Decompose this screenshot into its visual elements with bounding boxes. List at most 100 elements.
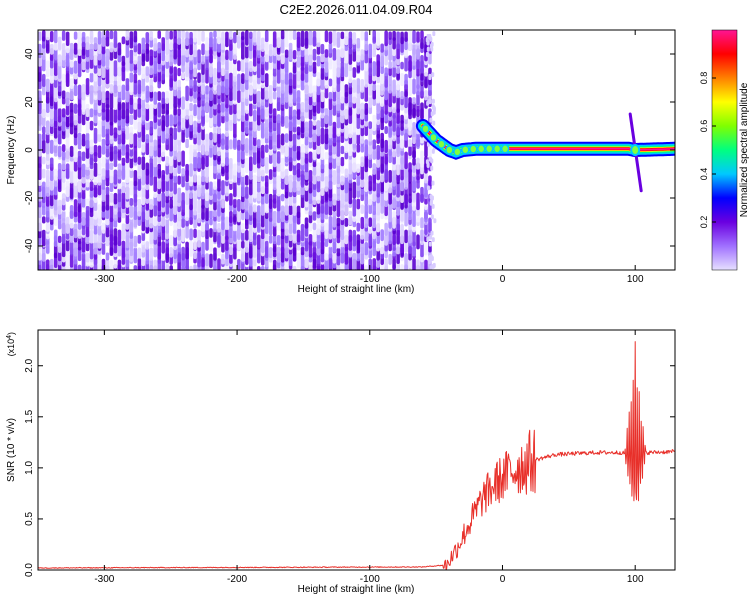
noise-cell — [81, 151, 86, 162]
noise-cell — [376, 181, 380, 198]
noise-cell — [388, 43, 392, 62]
noise-cell — [113, 30, 118, 49]
noise-cell — [252, 72, 257, 90]
noise-cell — [53, 30, 58, 44]
noise-cell — [288, 211, 293, 225]
noise-cell — [69, 42, 74, 61]
noise-cell — [292, 85, 297, 103]
noise-cell — [161, 192, 166, 208]
noise-cell — [272, 127, 277, 144]
noise-cell — [276, 96, 281, 111]
noise-cell — [61, 156, 66, 171]
noise-cell — [360, 241, 365, 254]
noise-cell — [189, 174, 193, 187]
noise-cell — [193, 169, 197, 183]
noise-cell — [133, 79, 138, 95]
noise-cell — [229, 30, 233, 40]
noise-cell — [189, 187, 193, 200]
noise-cell — [424, 90, 428, 101]
noise-cell — [105, 103, 110, 122]
noise-cell — [181, 132, 185, 143]
noise-cell — [77, 264, 82, 270]
noise-cell — [213, 247, 217, 261]
noise-cell — [109, 204, 114, 223]
noise-cell — [189, 144, 193, 156]
noise-cell — [137, 43, 142, 55]
y-tick-label: 1.5 — [24, 409, 35, 423]
noise-cell — [324, 127, 329, 145]
noise-cell — [328, 246, 333, 258]
noise-cell — [233, 133, 237, 150]
noise-cell — [89, 241, 94, 260]
noise-cell — [185, 60, 189, 78]
noise-cell — [428, 259, 432, 265]
noise-cell — [316, 235, 321, 249]
noise-cell — [125, 108, 130, 124]
noise-cell — [360, 102, 365, 120]
noise-cell — [288, 204, 293, 215]
noise-cell — [344, 48, 349, 64]
noise-cell — [237, 258, 241, 270]
noise-cell — [256, 145, 261, 164]
noise-cell — [404, 229, 408, 244]
noise-cell — [209, 210, 213, 220]
noise-cell — [412, 174, 416, 192]
noise-cell — [433, 218, 437, 224]
noise-cell — [388, 253, 392, 265]
noise-cell — [380, 48, 384, 67]
noise-cell — [392, 66, 396, 78]
noise-cell — [149, 247, 154, 261]
noise-cell — [77, 246, 82, 262]
noise-cell — [276, 114, 281, 124]
noise-cell — [173, 127, 177, 140]
noise-cell — [352, 79, 357, 93]
spectrogram-x-axis: -300 -200 -100 0 100 — [94, 30, 644, 285]
noise-cell — [137, 55, 142, 72]
noise-cell — [201, 72, 205, 83]
noise-cell — [81, 133, 86, 147]
noise-cell — [201, 139, 205, 156]
noise-cell — [197, 30, 201, 45]
y-tick-label: 2.0 — [24, 358, 35, 372]
noise-cell — [153, 175, 158, 192]
noise-cell — [292, 30, 297, 40]
noise-cell — [272, 210, 277, 227]
noise-cell — [408, 97, 412, 113]
noise-cell — [93, 241, 98, 255]
noise-cell — [85, 223, 90, 238]
noise-cell — [312, 222, 317, 231]
noise-cell — [344, 84, 349, 98]
noise-cell — [284, 168, 289, 186]
noise-cell — [145, 162, 150, 176]
noise-cell — [229, 210, 233, 224]
noise-cell — [288, 72, 293, 87]
noise-cell — [61, 217, 66, 235]
noise-cell — [149, 120, 154, 134]
noise-cell — [300, 246, 305, 256]
noise-cell — [221, 114, 225, 124]
noise-cell — [229, 102, 233, 115]
noise-cell — [105, 193, 110, 211]
noise-cell — [264, 175, 269, 188]
noise-cell — [280, 265, 285, 270]
noise-cell — [336, 90, 341, 99]
noise-cell — [380, 103, 384, 119]
noise-cell — [328, 97, 333, 111]
noise-cell — [388, 228, 392, 245]
noise-cell — [352, 67, 357, 78]
noise-cell — [221, 31, 225, 41]
noise-cell — [173, 193, 177, 207]
noise-cell — [396, 78, 400, 91]
noise-cell — [340, 31, 345, 40]
noise-cell — [404, 240, 408, 253]
signal-blob — [445, 145, 454, 155]
noise-cell — [57, 235, 62, 244]
noise-cell — [141, 121, 146, 136]
noise-cell — [233, 229, 237, 242]
noise-cell — [165, 217, 169, 234]
noise-cell — [260, 181, 265, 195]
noise-cell — [328, 55, 333, 66]
colorbar-label: Normalized spectral amplitude — [739, 82, 750, 217]
noise-cell — [97, 30, 102, 45]
noise-cell — [340, 186, 345, 204]
